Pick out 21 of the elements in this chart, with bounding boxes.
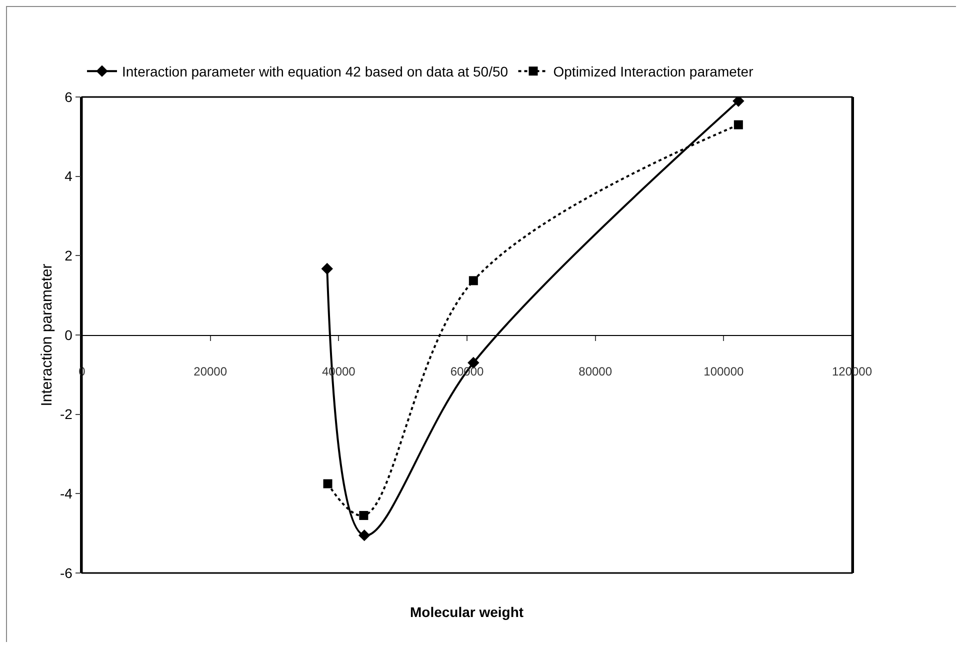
y-axis-title: Interaction parameter (38, 264, 56, 406)
point (468, 276, 478, 286)
legend-label: Interaction parameter with equation 42 based on data at 50/50 (122, 64, 508, 80)
x-axis-title: Molecular weight (410, 604, 524, 620)
y-tick-label: -2 (60, 406, 73, 422)
point (358, 529, 370, 542)
point (323, 479, 332, 488)
x-tick-label: 100000 (704, 364, 744, 378)
y-tick-label: -6 (60, 564, 73, 581)
x-tick-label: 20000 (194, 364, 228, 378)
point (732, 97, 744, 107)
y-tick-label: -4 (60, 486, 73, 502)
y-tick-label: 2 (64, 248, 73, 264)
x-tick-label: 80000 (578, 364, 612, 378)
y-tick-label: 4 (64, 168, 73, 184)
point (321, 262, 333, 275)
y-tick-label: 6 (64, 88, 73, 105)
y-tick-label: 0 (64, 326, 73, 343)
legend-label: Optimized Interaction parameter (553, 64, 754, 80)
point (734, 120, 743, 130)
point (359, 510, 368, 520)
